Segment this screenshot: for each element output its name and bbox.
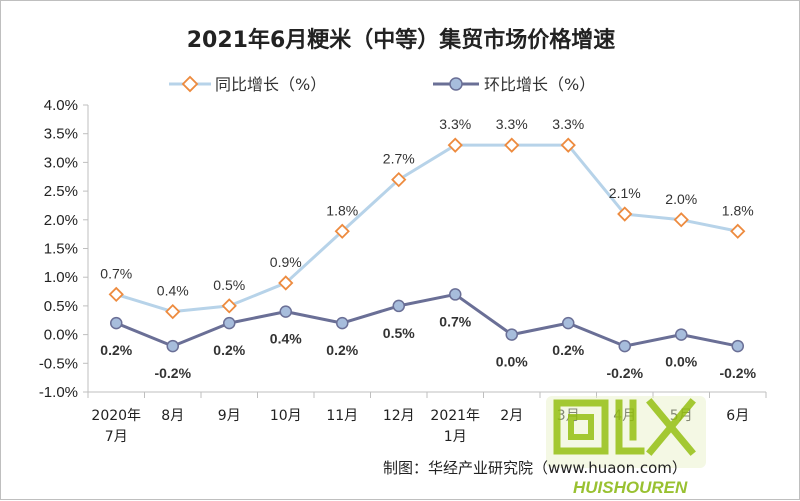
series-mom-point bbox=[223, 316, 236, 330]
y-tick-label: 3.5% bbox=[44, 126, 78, 143]
series-yoy-point bbox=[447, 137, 463, 153]
mom-data-label: 0.0% bbox=[496, 354, 528, 370]
x-tick-label: 10月 bbox=[270, 408, 302, 424]
series-group bbox=[108, 137, 746, 353]
mom-data-label: 0.7% bbox=[439, 313, 471, 329]
series-yoy-point bbox=[617, 206, 633, 222]
x-tick-label: 2021年 1月 bbox=[430, 408, 480, 445]
chart-title: 2021年6月粳米（中等）集贸市场价格增速 bbox=[187, 27, 616, 53]
series-yoy-point bbox=[221, 298, 237, 314]
series-mom-point bbox=[731, 339, 744, 353]
y-tick-label: 1.5% bbox=[44, 241, 78, 258]
series-yoy-point bbox=[278, 275, 294, 291]
x-tick-label: 2020年 7月 bbox=[91, 408, 141, 445]
legend: 同比增长（%） 环比增长（%） bbox=[169, 75, 595, 94]
mom-data-label: 0.2% bbox=[326, 342, 358, 358]
mom-data-label: 0.2% bbox=[213, 342, 245, 358]
yoy-data-label: 1.8% bbox=[326, 202, 358, 218]
yoy-data-label: 0.9% bbox=[270, 254, 302, 270]
y-tick-label: -1.0% bbox=[39, 384, 78, 401]
data-labels: 0.7% 0.4% 0.5% 0.9% 1.8% 2.7% 3.3% 3.3% 3.3% 2.1%… bbox=[100, 116, 756, 381]
yoy-data-label: 2.7% bbox=[383, 151, 415, 167]
series-mom-point bbox=[449, 288, 462, 301]
legend-marker-mom bbox=[449, 77, 463, 91]
series-mom-point bbox=[618, 339, 631, 353]
yoy-data-label: 1.8% bbox=[722, 202, 754, 218]
x-tick-label: 11月 bbox=[326, 408, 358, 424]
y-ticks: 4.0% 3.5% 3.0% 2.5% 2.0% 1.5% 1.0% 0.5% 0.0% -0.5… bbox=[39, 97, 88, 401]
yoy-data-label: 3.3% bbox=[496, 116, 528, 132]
y-tick-label: 0.5% bbox=[44, 298, 78, 315]
watermark-logo: HUISHOUREN bbox=[546, 396, 706, 497]
chart-credit: 制图：华经产业研究院（www.huaon.com） bbox=[383, 459, 687, 477]
series-mom-point bbox=[166, 339, 179, 353]
series-mom-point bbox=[279, 305, 292, 318]
yoy-data-label: 2.0% bbox=[665, 191, 697, 207]
yoy-data-label: 0.7% bbox=[100, 265, 132, 281]
series-yoy-point bbox=[391, 171, 407, 188]
mom-data-label: 0.4% bbox=[270, 331, 302, 347]
series-yoy-point bbox=[504, 137, 520, 153]
x-tick-label: 12月 bbox=[383, 408, 415, 424]
yoy-data-label: 3.3% bbox=[552, 116, 584, 132]
legend-marker-yoy bbox=[181, 75, 199, 93]
mom-data-label: 0.5% bbox=[383, 325, 415, 341]
series-yoy-point bbox=[165, 304, 181, 320]
series-mom-point bbox=[110, 316, 123, 330]
series-yoy-point bbox=[108, 286, 124, 303]
mom-data-label: 0.0% bbox=[665, 354, 697, 370]
series-mom-point bbox=[675, 328, 688, 341]
mom-data-label: -0.2% bbox=[154, 365, 191, 381]
yoy-data-label: 2.1% bbox=[609, 185, 641, 201]
series-line-0 bbox=[115, 143, 739, 314]
yoy-data-label: 0.4% bbox=[157, 283, 189, 299]
y-tick-label: 3.0% bbox=[44, 154, 78, 171]
mom-data-label: -0.2% bbox=[606, 365, 643, 381]
y-tick-label: 4.0% bbox=[44, 97, 78, 114]
y-tick-label: 0.0% bbox=[44, 327, 78, 344]
mom-data-label: 0.2% bbox=[100, 342, 132, 358]
y-tick-label: 2.0% bbox=[44, 212, 78, 229]
x-tick-label: 9月 bbox=[218, 408, 241, 424]
x-tick-label: 8月 bbox=[161, 408, 184, 424]
y-tick-label: 1.0% bbox=[44, 269, 78, 286]
series-mom-point bbox=[336, 316, 349, 330]
series-line-1 bbox=[115, 292, 739, 348]
series-yoy-point bbox=[560, 137, 576, 153]
series-mom-point bbox=[392, 299, 405, 313]
yoy-data-label: 3.3% bbox=[439, 116, 471, 132]
series-yoy-point bbox=[730, 223, 746, 239]
x-tick-label: 2月 bbox=[500, 408, 523, 424]
yoy-data-label: 0.5% bbox=[213, 277, 245, 293]
series-yoy-point bbox=[673, 212, 689, 228]
x-tick-label: 6月 bbox=[726, 408, 749, 424]
series-yoy-point bbox=[334, 223, 350, 239]
series-mom-point bbox=[505, 328, 518, 341]
y-tick-label: -0.5% bbox=[39, 355, 78, 372]
legend-label-mom: 环比增长（%） bbox=[484, 75, 595, 94]
mom-data-label: -0.2% bbox=[719, 365, 756, 381]
watermark-text: HUISHOUREN bbox=[573, 478, 688, 497]
y-tick-label: 2.5% bbox=[44, 183, 78, 200]
legend-label-yoy: 同比增长（%） bbox=[215, 75, 326, 94]
mom-data-label: 0.2% bbox=[552, 342, 584, 358]
series-mom-point bbox=[562, 316, 575, 330]
